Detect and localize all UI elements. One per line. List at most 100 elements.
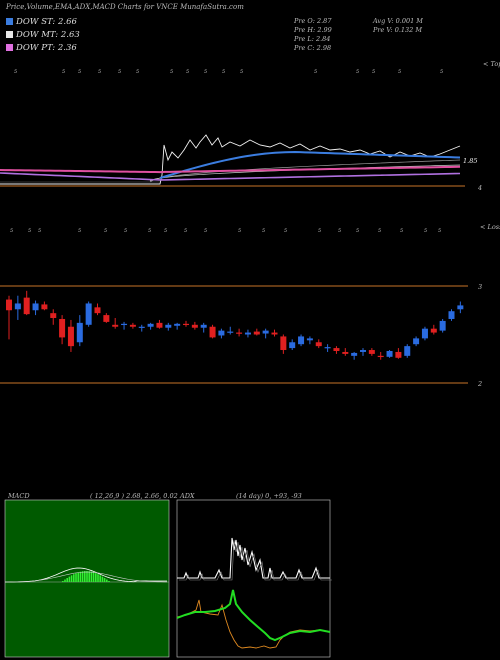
date-mark: 5 (62, 69, 65, 75)
price-panel: < Losses 5 5 5 5 5 5 5 5 5 5 5 5 5 5 5 5 5 5 5 5 3 2 (0, 223, 500, 388)
candle (289, 342, 296, 349)
dow-pt: DOW PT: 2.36 (6, 43, 77, 53)
candle (191, 324, 198, 328)
ema-date-marks: 5 5 5 5 5 5 5 5 5 5 5 5 5 5 5 5 (14, 69, 443, 75)
candle (368, 350, 375, 354)
date-mark: 5 (318, 228, 321, 234)
date-mark: 5 (170, 69, 173, 75)
date-mark: 5 (184, 228, 187, 234)
ema-line-violet (0, 172, 461, 181)
candle (253, 331, 260, 335)
date-mark: 5 (164, 228, 167, 234)
ema-line-pink (0, 165, 461, 174)
macd-bar (99, 575, 101, 582)
adx-panel (176, 499, 332, 658)
date-mark: 5 (78, 69, 81, 75)
date-mark: 5 (424, 228, 427, 234)
date-mark: 5 (356, 228, 359, 234)
ema-bottom-label: 4 (477, 184, 482, 192)
candle (218, 330, 225, 336)
price-level-2-label: 2 (477, 380, 482, 388)
ema-line-blue (159, 151, 461, 179)
candle (395, 351, 402, 358)
macd-bar (108, 581, 110, 582)
macd-bar (86, 571, 88, 582)
candle (209, 326, 216, 338)
adx-di-shadow-line (179, 539, 332, 581)
macd-bar (77, 572, 79, 582)
price-date-marks: 5 5 5 5 5 5 5 5 5 5 5 5 5 5 5 5 5 5 5 5 (10, 228, 441, 234)
dow-pt-swatch (6, 44, 13, 51)
candle (271, 332, 278, 335)
macd-bar (75, 573, 77, 582)
macd-bar (81, 571, 84, 582)
macd-bar (62, 581, 64, 582)
date-mark: 5 (400, 228, 403, 234)
candle (76, 322, 83, 343)
macd-bar (101, 576, 104, 582)
candles (6, 290, 464, 360)
dow-st: DOW ST: 2.66 (6, 17, 77, 27)
date-mark: 5 (78, 228, 81, 234)
candle (298, 336, 305, 345)
candle (342, 351, 349, 354)
date-mark: 5 (372, 69, 375, 75)
candle (14, 303, 21, 310)
macd-bar (64, 579, 66, 582)
candle (439, 320, 446, 331)
candle (174, 323, 181, 326)
candle (315, 342, 322, 347)
date-mark: 5 (314, 69, 317, 75)
candle (377, 355, 384, 358)
date-mark: 5 (204, 69, 207, 75)
macd-bar (97, 574, 99, 582)
macd-bar (90, 571, 93, 582)
adx-title: ADX (180, 492, 195, 500)
date-mark: 5 (104, 228, 107, 234)
date-mark: 5 (204, 228, 207, 234)
ema-top-label: < Topo (483, 60, 500, 68)
date-mark: 5 (338, 228, 341, 234)
candle (23, 297, 30, 315)
date-mark: 5 (186, 69, 189, 75)
candle (67, 326, 74, 347)
candle (112, 324, 119, 327)
candle (50, 313, 57, 319)
date-mark: 5 (398, 69, 401, 75)
candle (333, 348, 340, 351)
date-mark: 5 (440, 69, 443, 75)
candle (147, 323, 154, 327)
macd-bar (95, 573, 97, 582)
candle (262, 330, 269, 334)
candle (156, 322, 163, 328)
macd-bar (84, 571, 86, 582)
prev-volume: Pre V: 0.132 M (373, 26, 423, 34)
dow-mt: DOW MT: 2.63 (6, 30, 80, 40)
price-top-label: < Losses (480, 223, 500, 231)
date-mark: 5 (124, 228, 127, 234)
chart-title: Price,Volume,EMA,ADX,MACD Charts for VNC… (6, 3, 244, 11)
date-mark: 5 (240, 69, 243, 75)
macd-panel (4, 499, 170, 658)
candle (200, 324, 207, 328)
ema-right-value: 1.85 (463, 157, 477, 165)
dow-st-swatch (6, 18, 13, 25)
candle (280, 336, 287, 351)
candle (448, 311, 455, 319)
candle (413, 338, 420, 345)
macd-bar (66, 578, 68, 582)
date-mark: 5 (284, 228, 287, 234)
candle (32, 303, 39, 311)
candle (103, 315, 110, 322)
date-mark: 5 (118, 69, 121, 75)
candle (59, 318, 66, 338)
date-mark: 5 (98, 69, 101, 75)
ema-panel: < Topo 5 5 5 5 5 5 5 5 5 5 5 5 5 5 5 5 1.85 4 (0, 60, 500, 192)
candle (404, 346, 411, 356)
candle (360, 350, 366, 352)
candle (6, 299, 12, 311)
candle (94, 307, 101, 314)
macd-bar (106, 579, 108, 582)
prev-low: Pre L: 2.84 (294, 35, 331, 43)
date-mark: 5 (28, 228, 31, 234)
